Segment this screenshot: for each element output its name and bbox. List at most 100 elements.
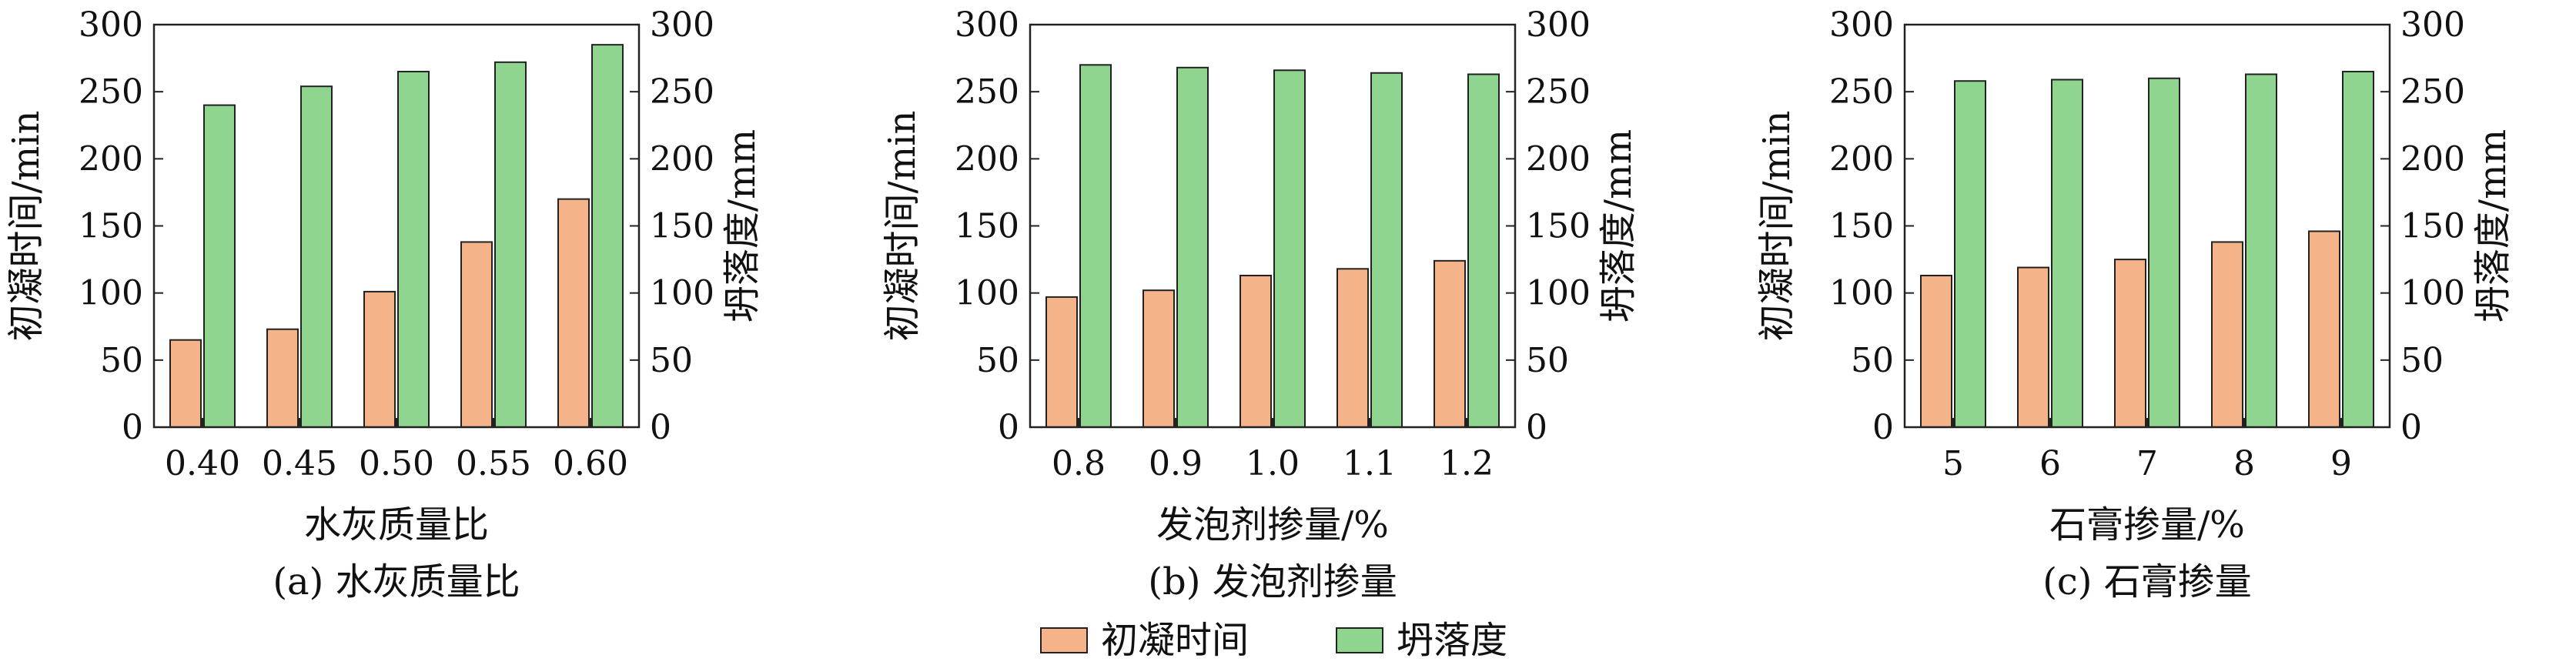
y-left-tick-label: 300 xyxy=(1829,5,1894,45)
bar-initial-setting xyxy=(169,339,202,428)
y-left-tick-label: 250 xyxy=(1829,72,1894,112)
y-left-tick-label: 100 xyxy=(79,274,143,313)
y-right-tick-label: 200 xyxy=(1526,139,1591,179)
x-tick-label: 1.1 xyxy=(1343,444,1397,483)
x-tick-label: 0.40 xyxy=(165,444,240,483)
y-left-tick-label: 200 xyxy=(1829,139,1894,179)
bar-slump xyxy=(397,71,430,429)
y-left-tick-label: 50 xyxy=(976,341,1019,380)
bar-slump xyxy=(2342,71,2374,429)
y-right-axis-label: 坍落度/mm xyxy=(721,129,764,322)
bar-initial-setting xyxy=(1920,275,1952,428)
bar-initial-setting xyxy=(2114,259,2146,429)
x-tick-label: 7 xyxy=(2136,444,2158,483)
y-left-tick-label: 300 xyxy=(79,5,143,45)
y-right-tick-label: 0 xyxy=(2400,408,2422,447)
y-right-tick-label: 200 xyxy=(650,139,714,179)
chart-panel-2: 0.8 0.9 1.0 1.1 1.2 0 0 50 50 100 100 150 150 200 200 2… xyxy=(881,5,1640,603)
y-right-tick-label: 300 xyxy=(2400,5,2465,45)
y-right-tick-label: 150 xyxy=(1526,207,1591,246)
bar-slump xyxy=(1273,69,1306,428)
legend: 初凝时间 坍落度 xyxy=(1040,619,1507,662)
bar-slump xyxy=(494,61,527,429)
bar-slump xyxy=(1079,64,1112,429)
bar-slump xyxy=(1176,66,1209,429)
y-left-tick-label: 150 xyxy=(79,207,143,246)
bar-initial-setting xyxy=(2211,241,2243,429)
y-right-tick-label: 200 xyxy=(2400,139,2465,179)
y-left-tick-label: 250 xyxy=(955,72,1019,112)
y-right-tick-label: 300 xyxy=(650,5,714,45)
y-left-tick-label: 150 xyxy=(1829,207,1894,246)
bar-initial-setting xyxy=(2017,266,2049,428)
x-tick-label: 0.55 xyxy=(456,444,531,483)
y-right-axis-label: 坍落度/mm xyxy=(1597,129,1640,322)
bar-initial-setting xyxy=(460,241,493,429)
bar-initial-setting xyxy=(1142,289,1175,428)
bar-initial-setting xyxy=(2308,230,2340,428)
y-left-tick-label: 100 xyxy=(955,274,1019,313)
bar-slump xyxy=(591,44,624,429)
legend-label-slump: 坍落度 xyxy=(1397,619,1507,662)
chart-panel-1: 0.40 0.45 0.50 0.55 0.60 0 0 50 50 100 100 150 150 20… xyxy=(5,5,764,603)
bar-initial-setting xyxy=(1045,296,1078,428)
y-right-tick-label: 50 xyxy=(2400,341,2444,380)
y-right-axis-label: 坍落度/mm xyxy=(2471,129,2514,322)
y-right-tick-label: 0 xyxy=(650,408,671,447)
bar-initial-setting xyxy=(1239,275,1272,428)
y-right-tick-label: 150 xyxy=(2400,207,2465,246)
bar-slump xyxy=(300,85,333,429)
x-tick-label: 0.45 xyxy=(262,444,337,483)
legend-label-initial-setting: 初凝时间 xyxy=(1101,619,1249,662)
y-right-tick-label: 100 xyxy=(2400,274,2465,313)
y-left-tick-label: 250 xyxy=(79,72,143,112)
y-left-tick-label: 200 xyxy=(79,139,143,179)
y-right-tick-label: 300 xyxy=(1526,5,1591,45)
chart-panel-3: 5 6 7 8 9 0 0 50 50 100 100 150 150 200 200 250 250 300 30… xyxy=(1755,5,2514,603)
y-left-tick-label: 300 xyxy=(955,5,1019,45)
panel-caption: (b) 发泡剂掺量 xyxy=(1148,560,1397,603)
x-axis-label: 水灰质量比 xyxy=(304,503,489,546)
panel-caption: (c) 石膏掺量 xyxy=(2042,560,2252,603)
bar-initial-setting xyxy=(266,328,299,428)
x-tick-label: 5 xyxy=(1942,444,1964,483)
x-tick-label: 1.0 xyxy=(1246,444,1300,483)
y-right-tick-label: 100 xyxy=(1526,274,1591,313)
y-right-tick-label: 0 xyxy=(1526,408,1547,447)
bar-slump xyxy=(203,104,236,428)
bar-initial-setting xyxy=(557,198,590,428)
legend-swatch-initial-setting xyxy=(1040,627,1088,653)
y-left-tick-label: 50 xyxy=(1851,341,1894,380)
y-left-tick-label: 150 xyxy=(955,207,1019,246)
bar-slump xyxy=(1954,80,1986,428)
bar-slump xyxy=(2148,77,2180,428)
x-tick-label: 1.2 xyxy=(1440,444,1494,483)
bar-slump xyxy=(2245,73,2277,429)
x-tick-label: 0.50 xyxy=(359,444,434,483)
bar-slump xyxy=(2051,79,2083,429)
y-right-tick-label: 250 xyxy=(650,72,714,112)
bar-initial-setting xyxy=(1434,259,1466,428)
panel-caption: (a) 水灰质量比 xyxy=(273,560,520,603)
y-right-tick-label: 250 xyxy=(1526,72,1591,112)
y-left-tick-label: 0 xyxy=(122,408,143,447)
bar-slump xyxy=(1467,73,1500,429)
y-right-tick-label: 50 xyxy=(1526,341,1569,380)
x-tick-label: 0.9 xyxy=(1149,444,1203,483)
y-left-axis-label: 初凝时间/min xyxy=(1755,111,1798,342)
y-right-tick-label: 250 xyxy=(2400,72,2465,112)
x-tick-label: 8 xyxy=(2233,444,2255,483)
y-right-tick-label: 50 xyxy=(650,341,693,380)
bar-initial-setting xyxy=(1337,268,1369,428)
y-left-tick-label: 100 xyxy=(1829,274,1894,313)
x-tick-label: 0.8 xyxy=(1052,444,1106,483)
y-left-axis-label: 初凝时间/min xyxy=(881,111,924,342)
bar-slump xyxy=(1370,72,1403,428)
y-right-tick-label: 150 xyxy=(650,207,714,246)
x-axis-label: 发泡剂掺量/% xyxy=(1156,503,1389,546)
x-tick-label: 0.60 xyxy=(553,444,628,483)
y-left-tick-label: 0 xyxy=(1872,408,1894,447)
bar-initial-setting xyxy=(363,290,396,428)
